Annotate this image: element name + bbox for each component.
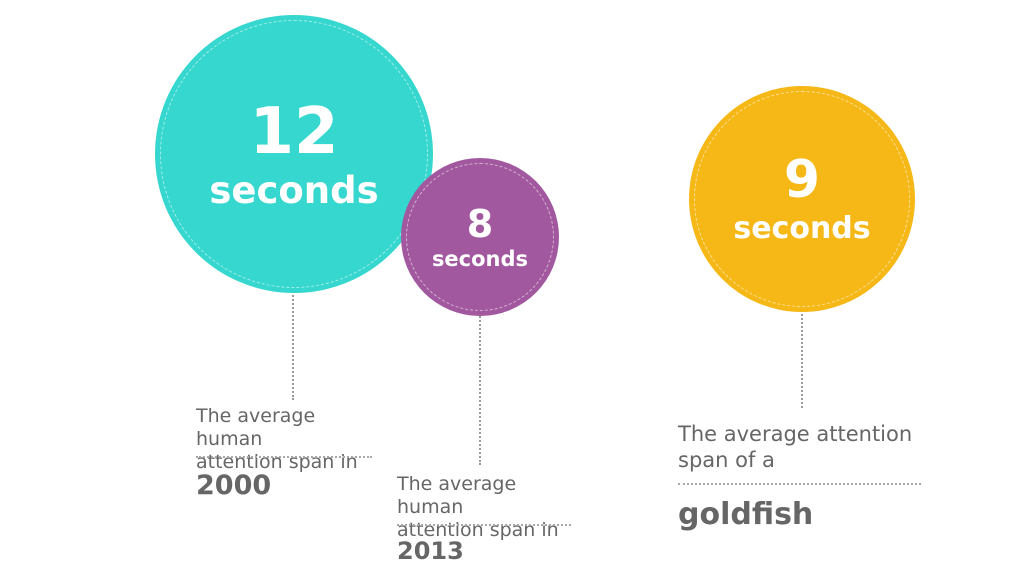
divider-2013 xyxy=(397,524,571,526)
connector-goldfish xyxy=(801,310,803,408)
caption-goldfish-line2: span of a xyxy=(678,448,775,472)
label-goldfish: goldfish xyxy=(678,497,814,532)
caption-goldfish-line1: The average attention xyxy=(678,422,913,446)
connector-2000 xyxy=(292,280,294,400)
connector-2013 xyxy=(479,305,481,465)
year-2013: 2013 xyxy=(397,537,464,565)
stat-number-goldfish: 9 xyxy=(783,150,821,210)
divider-goldfish xyxy=(678,483,921,485)
caption-2013-line1: The average human xyxy=(397,473,517,518)
circle-2013: 8 seconds xyxy=(401,158,559,316)
stat-unit-2013: seconds xyxy=(431,246,529,271)
stat-number-2013: 8 xyxy=(466,201,494,246)
caption-2000: The average human attention span in xyxy=(196,405,386,474)
stat-unit-goldfish: seconds xyxy=(733,211,871,246)
stat-unit-2000: seconds xyxy=(209,168,379,212)
caption-goldfish: The average attention span of a xyxy=(678,421,938,473)
divider-2000 xyxy=(196,456,372,458)
stat-number-2000: 12 xyxy=(249,94,339,169)
circle-goldfish: 9 seconds xyxy=(689,86,915,312)
circle-2000: 12 seconds xyxy=(155,15,433,293)
caption-2000-line1: The average human xyxy=(196,405,316,450)
caption-2013: The average human attention span in xyxy=(397,473,587,542)
year-2000: 2000 xyxy=(196,470,272,501)
